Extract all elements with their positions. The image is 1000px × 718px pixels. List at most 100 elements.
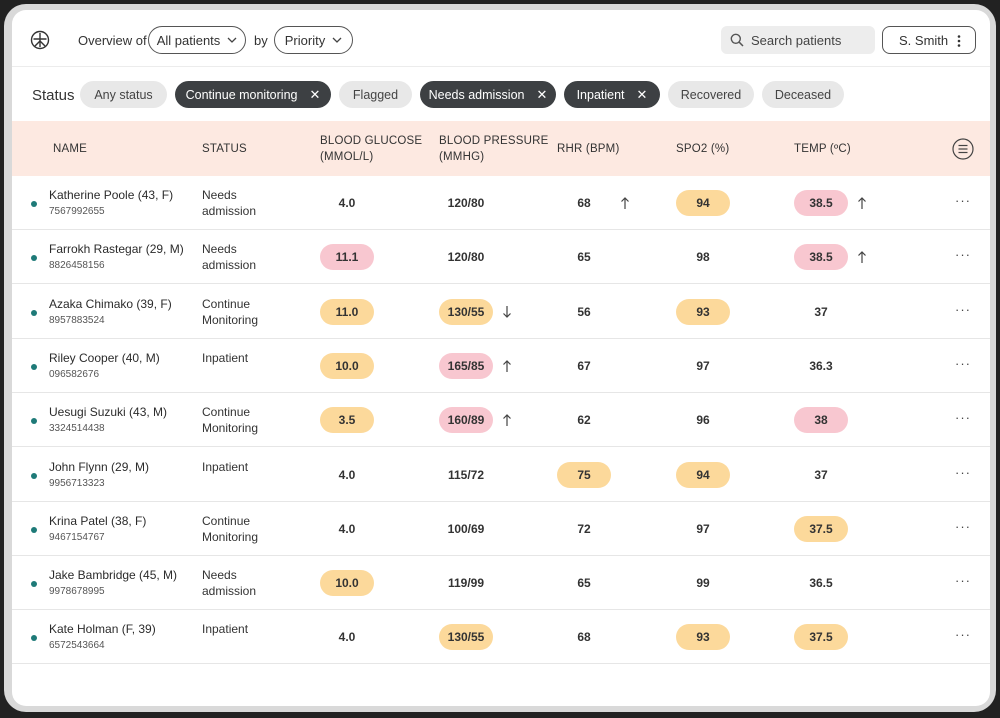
table-row[interactable]: Azaka Chimako (39, F) 8957883524 Continue … [12,285,990,339]
bp-value: 120/80 [447,250,485,265]
row-more-icon[interactable]: ··· [955,573,971,589]
patient-name[interactable]: Azaka Chimako (39, F) [49,296,172,311]
row-more-icon[interactable]: ··· [955,355,971,371]
bp-value: 115/72 [447,467,485,482]
by-label: by [254,33,268,48]
chip-label: Needs admission [428,87,525,102]
sort-value: Priority [284,32,326,48]
glucose-value: 4.0 [338,521,356,536]
row-more-icon[interactable]: ··· [955,627,971,643]
glucose-value: 4.0 [338,467,356,482]
glucose-value: 4.0 [338,196,356,210]
patient-status: Needs admission [202,242,257,273]
patient-status-dot [31,255,37,262]
chip-continue-monitoring[interactable]: Continue monitoring ✕ [175,81,331,108]
search-input[interactable]: Search patients [721,26,875,54]
col-header-blood-pressure[interactable]: BLOOD PRESSURE (MMHG) [439,133,549,165]
patient-status: Inpatient [202,622,249,637]
patient-name[interactable]: John Flynn (29, M) [49,459,150,474]
col-header-temp[interactable]: TEMP (ºC) [794,143,851,155]
table-row[interactable]: Riley Cooper (40, M) 096582676 Inpatient 10… [12,339,990,393]
glucose-value: 10.0 [320,570,374,597]
patient-name[interactable]: Katherine Poole (43, F) [49,188,174,202]
chip-label: Recovered [680,87,742,102]
user-menu-button[interactable]: S. Smith [882,26,976,54]
patient-status-dot [31,418,37,425]
glucose-value: 11.1 [320,244,374,271]
patient-status: Continue Monitoring [202,405,259,436]
chip-inpatient[interactable]: Inpatient ✕ [564,81,660,108]
patient-name[interactable]: Farrokh Rastegar (29, M) [49,242,184,257]
patient-id: 8826458156 [49,260,105,272]
temp-value: 36.3 [809,358,833,373]
spo2-value: 94 [676,190,730,216]
table-row[interactable]: Katherine Poole (43, F) 7567992655 Needs a… [12,176,990,230]
table-row[interactable]: Kate Holman (F, 39) 6572543664 Inpatient 4.… [12,610,990,665]
col-header-name[interactable]: NAME [53,143,88,155]
close-icon[interactable]: ✕ [636,87,648,102]
col-header-glucose[interactable]: BLOOD GLUCOSE (MMOL/L) [320,133,422,165]
row-more-icon[interactable]: ··· [955,410,971,426]
row-more-icon[interactable]: ··· [955,193,971,208]
patient-name[interactable]: Uesugi Suzuki (43, M) [49,405,168,420]
table-row[interactable]: Farrokh Rastegar (29, M) 8826458156 Needs … [12,230,990,285]
bp-value: 160/89 [439,407,493,434]
patient-status-dot [31,526,37,533]
arrow-up-icon [503,414,511,427]
patient-scope-value: All patients [156,32,221,48]
patient-id: 8957883524 [49,314,105,326]
table-row[interactable]: Uesugi Suzuki (43, M) 3324514438 Continue … [12,393,990,448]
rhr-value: 62 [577,413,591,428]
col-header-spo2[interactable]: SPO2 (%) [676,143,730,155]
row-more-icon[interactable]: ··· [955,301,971,317]
patient-name[interactable]: Riley Cooper (40, M) [49,350,160,365]
patient-name[interactable]: Kate Holman (F, 39) [49,622,156,637]
bp-value: 130/55 [439,298,493,325]
glucose-value: 4.0 [338,630,356,645]
close-icon[interactable]: ✕ [309,87,321,102]
table-row[interactable]: Krina Patel (38, F) 9467154767 Continue Mo… [12,502,990,556]
more-vertical-icon [957,35,961,47]
chip-label: Flagged [352,87,399,102]
app-logo-icon[interactable] [30,30,50,50]
rhr-value: 65 [577,576,591,591]
rhr-value: 67 [577,358,591,373]
bp-value: 130/55 [439,624,493,651]
col-header-rhr[interactable]: RHR (BPM) [557,143,620,155]
chip-deceased[interactable]: Deceased [762,81,844,108]
patient-scope-select[interactable]: All patients [148,26,246,54]
patient-status-dot [31,309,37,316]
close-icon[interactable]: ✕ [536,87,548,102]
patient-id: 7567992655 [49,206,105,217]
row-more-icon[interactable]: ··· [955,464,971,480]
spo2-value: 93 [676,624,730,651]
patient-status: Needs admission [202,568,257,599]
chip-any-status[interactable]: Any status [80,81,167,108]
patient-id: 9467154767 [49,531,105,543]
rhr-value: 68 [577,630,591,645]
bp-value: 165/85 [439,352,493,379]
glucose-value: 11.0 [320,298,374,325]
patient-status: Inpatient [202,459,249,474]
patient-status-dot [31,635,37,642]
table-row[interactable]: John Flynn (29, M) 9956713323 Inpatient 4.0… [12,448,990,502]
patient-status-dot [31,581,37,588]
temp-value: 37.5 [794,624,848,651]
table-row[interactable]: Jake Bambridge (45, M) 9978678995 Needs ad… [12,556,990,611]
chip-recovered[interactable]: Recovered [668,81,754,108]
chip-flagged[interactable]: Flagged [339,81,412,108]
patient-name[interactable]: Jake Bambridge (45, M) [49,568,178,583]
temp-value: 38 [794,407,848,434]
col-header-status[interactable]: STATUS [202,143,247,155]
rhr-value: 56 [577,304,591,319]
patient-name[interactable]: Krina Patel (38, F) [49,513,147,528]
rhr-value: 72 [577,521,591,536]
column-menu-icon[interactable] [952,138,974,160]
row-more-icon[interactable]: ··· [955,247,971,263]
chip-label: Inpatient [576,87,625,102]
sort-select[interactable]: Priority [274,26,353,54]
bp-value: 100/69 [447,521,485,536]
row-more-icon[interactable]: ··· [955,518,971,534]
chip-needs-admission[interactable]: Needs admission ✕ [420,81,556,108]
spo2-value: 97 [696,358,710,373]
